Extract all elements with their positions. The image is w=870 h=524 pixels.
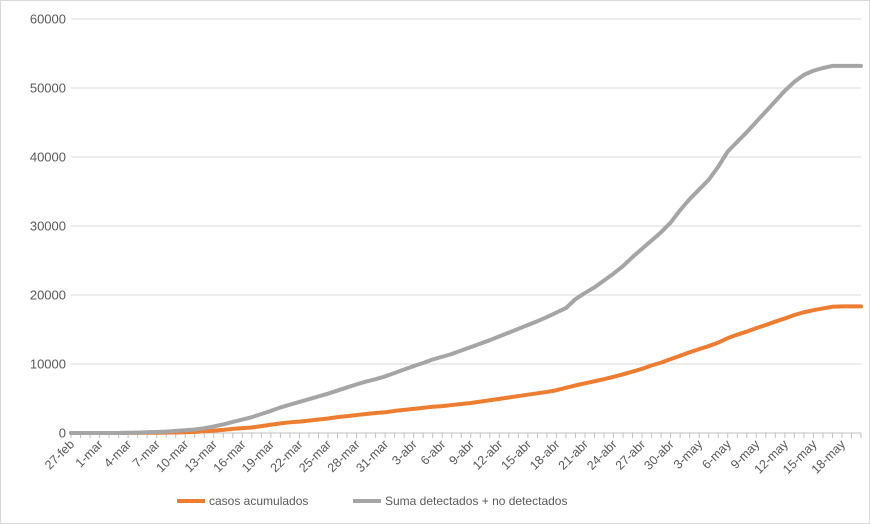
x-axis: 27-feb1-mar4-mar7-mar10-mar13-mar16-mar1… [42, 433, 862, 477]
x-tick-label: 4-mar [101, 437, 134, 470]
x-tick-label: 3-may [671, 437, 706, 472]
x-tick-label: 27-feb [42, 437, 77, 472]
series-line-casos-acumulados [69, 304, 863, 435]
x-tick-label: 30-abr [641, 437, 676, 472]
y-axis: 0 10000 20000 30000 40000 50000 60000 [30, 12, 66, 441]
y-tick-label: 40000 [30, 150, 66, 165]
y-tick-label: 50000 [30, 81, 66, 96]
y-tick-label: 30000 [30, 219, 66, 234]
y-tick-label: 0 [59, 426, 66, 441]
legend-label: Suma detectados + no detectados [385, 494, 567, 508]
y-tick-label: 60000 [30, 12, 66, 27]
gridlines [71, 18, 861, 434]
y-tick-label: 10000 [30, 357, 66, 372]
x-tick-label: 24-abr [584, 437, 619, 472]
x-tick-label: 27-abr [613, 437, 648, 472]
x-tick-label: 21-abr [556, 437, 591, 472]
x-tick-label: 18-abr [527, 437, 562, 472]
series-line-suma-detectados [69, 63, 863, 435]
legend-label: casos acumulados [209, 494, 308, 508]
plot-area [69, 63, 863, 435]
y-tick-label: 20000 [30, 288, 66, 303]
x-tick-label: 3-abr [389, 437, 420, 468]
x-tick-label: 31-mar [353, 437, 391, 475]
x-tick-label: 6-may [699, 437, 734, 472]
x-tick-label: 12-abr [470, 437, 505, 472]
legend: casos acumulados Suma detectados + no det… [177, 494, 567, 508]
x-tick-label: 15-abr [499, 437, 534, 472]
x-tick-label: 6-abr [418, 437, 449, 468]
x-tick-label: 1-mar [73, 437, 106, 470]
